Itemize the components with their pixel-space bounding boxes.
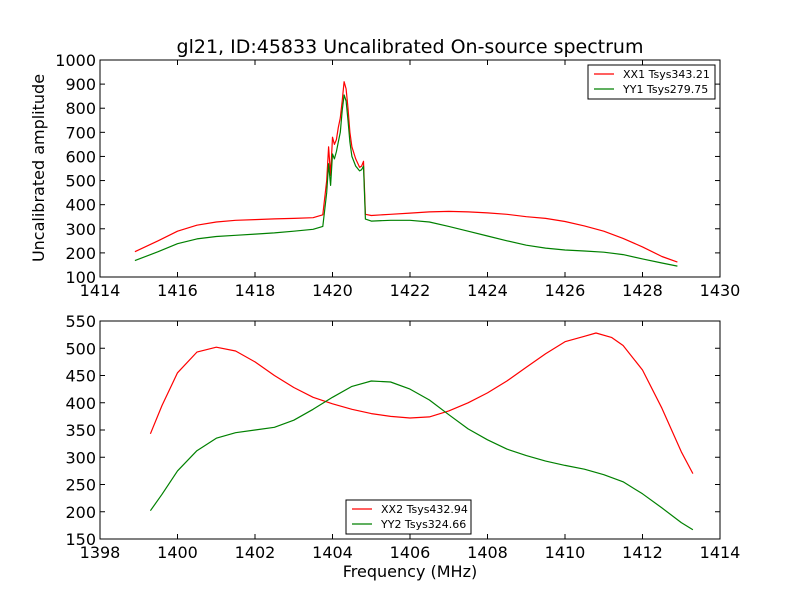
y-tick-label: 1000 xyxy=(55,51,96,70)
x-tick-label: 1428 xyxy=(622,281,663,300)
y-tick-label: 150 xyxy=(65,530,96,549)
x-tick-label: 1408 xyxy=(467,543,508,562)
x-tick-label: 1412 xyxy=(622,543,663,562)
y-tick-label: 250 xyxy=(65,476,96,495)
bottom-panel: 1398 1400 1402 1404 1406 1408 1410 1412 1414 150… xyxy=(65,312,740,581)
legend-label-yy1: YY1 Tsys279.75 xyxy=(622,83,708,96)
x-tick-label: 1422 xyxy=(390,281,431,300)
top-y-axis-label: Uncalibrated amplitude xyxy=(29,74,48,262)
y-tick-label: 450 xyxy=(65,367,96,386)
bottom-series-group xyxy=(149,332,694,531)
y-tick-label: 500 xyxy=(65,339,96,358)
bottom-x-axis-label: Frequency (MHz) xyxy=(343,562,477,581)
y-tick-label: 350 xyxy=(65,421,96,440)
x-tick-label: 1402 xyxy=(235,543,276,562)
x-tick-label: 1414 xyxy=(80,281,121,300)
series-line-yy1 xyxy=(134,94,678,267)
x-tick-label: 1416 xyxy=(157,281,198,300)
y-tick-label: 300 xyxy=(65,220,96,239)
legend-label-xx1: XX1 Tsys343.21 xyxy=(623,68,710,81)
y-tick-label: 550 xyxy=(65,312,96,331)
x-tick-label: 1420 xyxy=(312,281,353,300)
x-tick-label: 1410 xyxy=(545,543,586,562)
top-legend: XX1 Tsys343.21 YY1 Tsys279.75 xyxy=(587,64,716,100)
legend-label-yy2: YY2 Tsys324.66 xyxy=(380,518,466,531)
bottom-x-ticks: 1398 1400 1402 1404 1406 1408 1410 1412 1414 xyxy=(80,321,741,562)
y-tick-label: 500 xyxy=(65,172,96,191)
y-tick-label: 400 xyxy=(65,394,96,413)
bottom-legend: XX2 Tsys432.94 YY2 Tsys324.66 xyxy=(345,499,472,535)
x-tick-label: 1424 xyxy=(467,281,508,300)
x-tick-label: 1430 xyxy=(700,281,741,300)
y-tick-label: 400 xyxy=(65,196,96,215)
series-line-xx2 xyxy=(149,332,694,474)
y-tick-label: 900 xyxy=(65,75,96,94)
y-tick-label: 700 xyxy=(65,123,96,142)
top-x-ticks: 1414 1416 1418 1420 1422 1424 1426 1428 1430 xyxy=(80,60,741,300)
y-tick-label: 200 xyxy=(65,503,96,522)
x-tick-label: 1400 xyxy=(157,543,198,562)
x-tick-label: 1414 xyxy=(700,543,741,562)
x-tick-label: 1398 xyxy=(80,543,121,562)
x-tick-label: 1404 xyxy=(312,543,353,562)
y-tick-label: 200 xyxy=(65,244,96,263)
y-tick-label: 800 xyxy=(65,99,96,118)
series-line-yy2 xyxy=(149,380,694,531)
x-tick-label: 1426 xyxy=(545,281,586,300)
y-tick-label: 300 xyxy=(65,448,96,467)
y-tick-label: 100 xyxy=(65,268,96,287)
x-tick-label: 1406 xyxy=(390,543,431,562)
top-legend-box xyxy=(587,64,716,100)
legend-label-xx2: XX2 Tsys432.94 xyxy=(381,503,468,516)
series-line-xx1 xyxy=(134,81,678,263)
x-tick-label: 1418 xyxy=(235,281,276,300)
top-series-group xyxy=(134,81,678,267)
bottom-legend-box xyxy=(345,499,472,535)
bottom-y-ticks: 150 200 250 300 350 400 450 500 550 xyxy=(65,312,720,549)
top-y-ticks: 100 200 300 400 500 600 700 800 900 1000 xyxy=(55,51,720,287)
top-panel: 1414 1416 1418 1420 1422 1424 1426 1428 1430 100… xyxy=(29,51,740,300)
y-tick-label: 600 xyxy=(65,147,96,166)
chart-title: gl21, ID:45833 Uncalibrated On-source sp… xyxy=(177,36,644,58)
